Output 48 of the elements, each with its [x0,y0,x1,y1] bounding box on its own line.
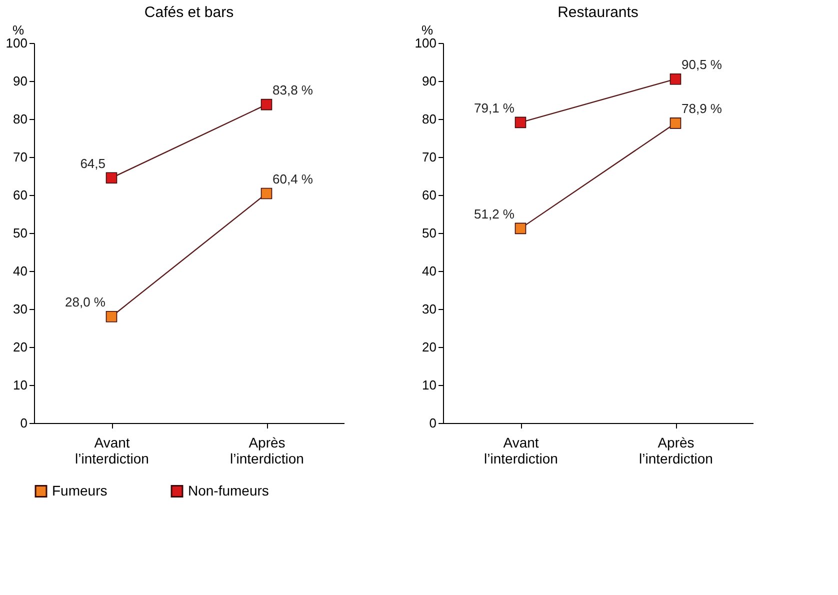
y-tick-label: 60 [422,188,436,202]
y-tick-label: 0 [20,416,28,430]
y-tick-label: 20 [13,340,28,354]
data-label: 83,8 % [272,82,314,98]
y-tick-label: 50 [13,226,28,240]
point [670,118,682,129]
y-tick-label: 30 [13,302,28,316]
chart-title: Restaurants [558,4,638,21]
y-tick-label: 10 [422,378,436,392]
y-tick-label: 10 [13,378,28,392]
data-label: 78,9 % [682,101,722,116]
y-tick-label: 70 [13,150,28,164]
legend-label: Non-fumeurs [188,482,269,498]
point [260,188,272,200]
point [106,310,118,322]
y-tick-label: 0 [429,416,436,430]
y-tick-label: 80 [13,112,28,126]
x-tick-label: Après l’interdiction [639,434,713,466]
data-label: 64,5 [80,156,106,171]
x-tick-label: Après l’interdiction [230,434,304,466]
y-axis-title: % [12,22,24,38]
chart-title: Cafés et bars [144,4,234,21]
point [106,172,118,184]
y-tick-label: 60 [13,188,28,202]
y-tick-label: 50 [422,226,436,240]
y-tick-label: 30 [422,302,436,316]
y-tick-label: 90 [13,74,28,88]
y-tick-label: 40 [422,264,436,278]
y-tick-label: 100 [6,36,28,50]
data-label: 79,1 % [474,100,515,116]
y-axis-title: % [422,22,434,38]
y-tick-label: 40 [13,264,28,278]
y-tick-label: 90 [422,74,436,88]
point [514,222,526,234]
data-label: 60,4 % [272,171,314,186]
point [670,73,682,85]
data-label: 51,2 % [474,206,515,222]
x-tick-label: Avant l’interdiction [75,434,149,466]
x-tick-label: Avant l’interdiction [484,434,558,466]
y-tick-label: 70 [422,150,436,164]
point [260,98,272,110]
y-tick-label: 20 [422,340,436,354]
data-label: 28,0 % [65,294,106,310]
y-tick-label: 100 [414,36,436,50]
legend-label: Fumeurs [52,482,108,498]
y-tick-label: 80 [422,112,436,126]
point [514,116,526,128]
data-label: 90,5 % [682,57,722,72]
